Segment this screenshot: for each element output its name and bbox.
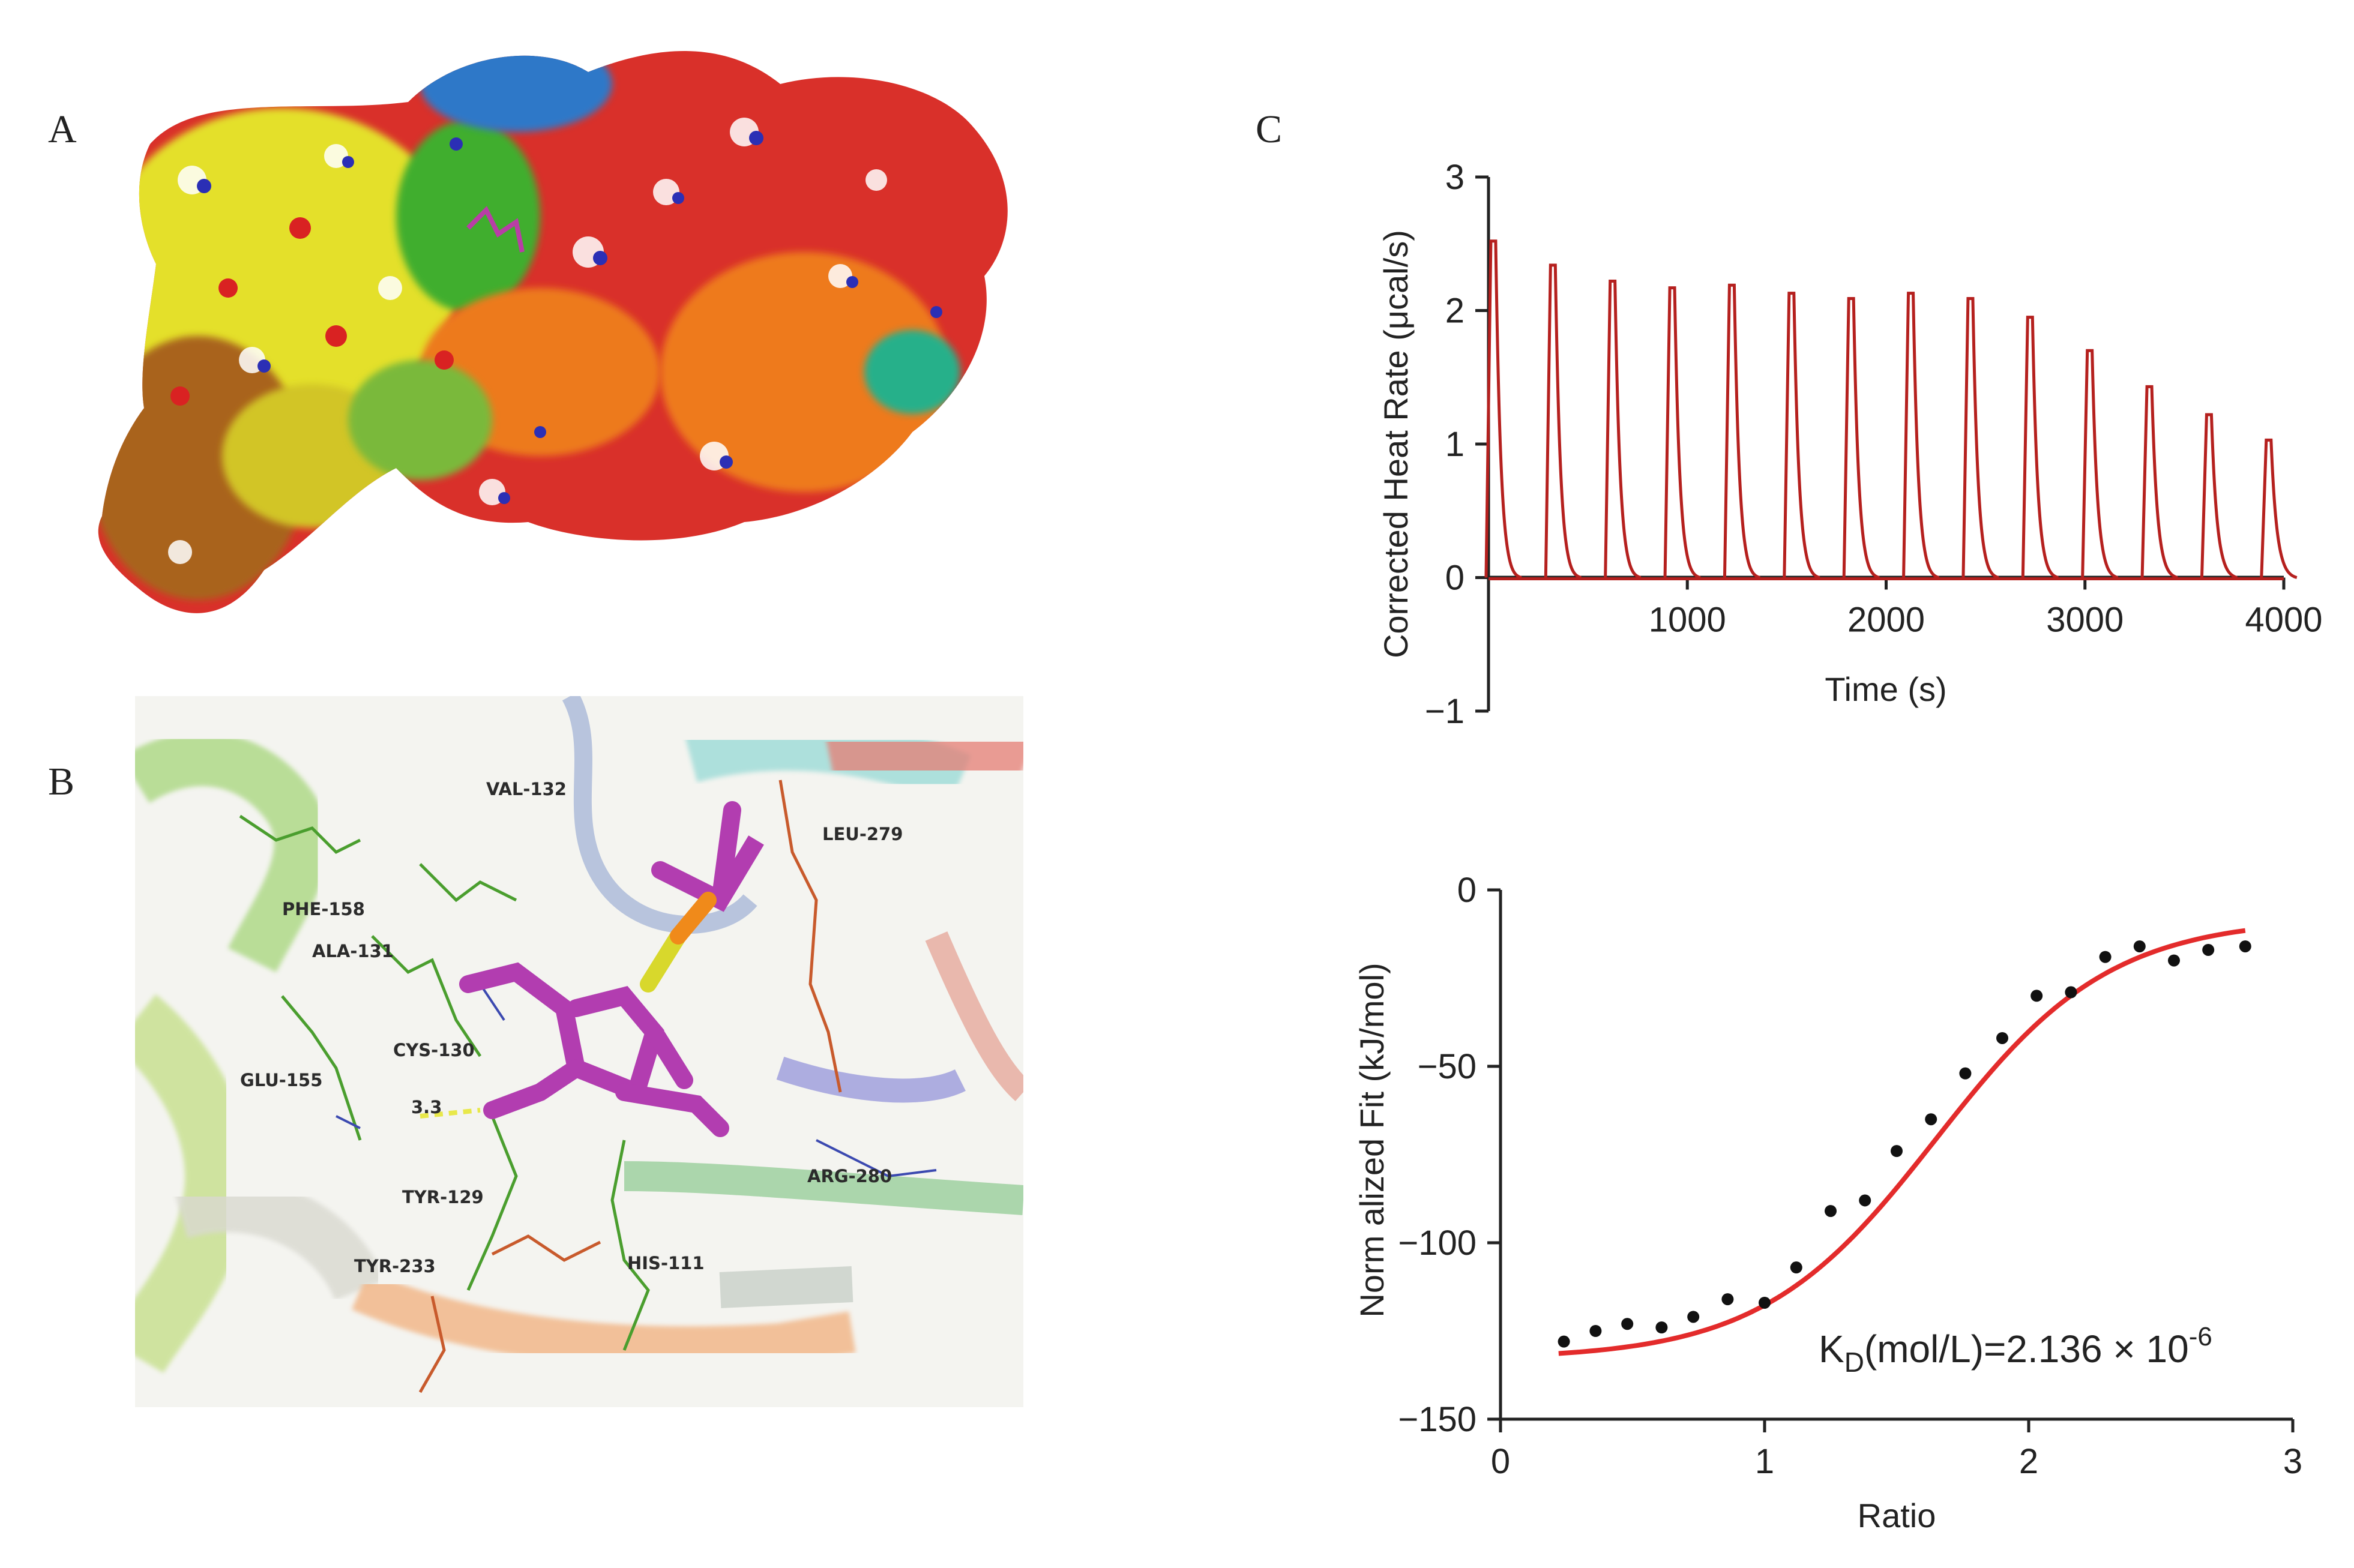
data-point	[1891, 1145, 1903, 1158]
data-point	[1589, 1325, 1602, 1337]
y-tick-label: 2	[1445, 292, 1464, 331]
injection-peak	[2081, 349, 2119, 579]
injection-peak	[2260, 438, 2298, 579]
y-axis-title: Corrected Heat Rate (μcal/s)	[1377, 230, 1415, 658]
heat-rate-chart: 3 2 1 0 −1 1000 2000 3000 4000 Corrected Heat R…	[1377, 158, 2323, 731]
x-tick-label: 3	[2283, 1442, 2302, 1481]
data-point	[1925, 1113, 1937, 1126]
panel-letter-c: C	[1256, 107, 1283, 151]
injection-peak	[1783, 292, 1820, 579]
data-point	[1959, 1067, 1972, 1080]
data-point	[1558, 1335, 1570, 1348]
injection-peak	[1723, 283, 1761, 579]
y-tick-label: 0	[1445, 559, 1464, 598]
x-tick-label: 1000	[1649, 601, 1726, 640]
panel-letter-a: A	[48, 107, 77, 151]
data-point	[1621, 1318, 1634, 1330]
kd-annotation: KD(mol/L)=2.136 × 10-6	[1819, 1322, 2212, 1378]
injection-peak	[2021, 316, 2059, 579]
data-point	[1655, 1321, 1668, 1334]
x-tick-label: 0	[1491, 1442, 1510, 1481]
injection-peak	[1663, 286, 1701, 579]
injection-peak	[1961, 296, 1999, 579]
kd-exponent: -6	[2189, 1322, 2212, 1351]
kd-subscript: D	[1844, 1347, 1864, 1378]
data-point	[1996, 1032, 2008, 1044]
fit-curve	[1558, 928, 2246, 1356]
data-point	[1790, 1261, 1802, 1274]
y-axis-title: Norm alized Fit (kJ/mol)	[1353, 963, 1391, 1317]
data-point	[2099, 951, 2112, 963]
injection-peak	[2140, 385, 2178, 579]
y-tick-label: −150	[1398, 1400, 1477, 1439]
x-tick-label: 4000	[2245, 601, 2322, 640]
x-tick-label: 2	[2019, 1442, 2038, 1481]
data-point	[2239, 940, 2251, 953]
kd-value: (mol/L)=2.136 × 10	[1864, 1327, 2189, 1371]
data-point	[2168, 954, 2180, 967]
injection-peak	[2200, 413, 2238, 579]
data-point	[2065, 986, 2077, 999]
x-tick-label: 3000	[2046, 601, 2124, 640]
y-tick-label: −50	[1418, 1047, 1477, 1086]
y-tick-label: 1	[1445, 425, 1464, 464]
injection-peak	[1902, 292, 1940, 579]
data-point	[1859, 1194, 1871, 1207]
injection-peak	[1842, 296, 1880, 579]
x-axis-title: Time (s)	[1825, 670, 1946, 708]
data-point	[1687, 1311, 1700, 1323]
data-point	[1825, 1205, 1837, 1218]
y-tick-label: 3	[1445, 158, 1464, 197]
x-axis-title: Ratio	[1858, 1497, 1936, 1534]
x-tick-label: 2000	[1847, 601, 1925, 640]
injection-peak	[1604, 280, 1642, 579]
x-tick-label: 1	[1755, 1442, 1774, 1481]
data-point	[2133, 940, 2146, 953]
data-point	[1721, 1293, 1734, 1306]
data-point	[2202, 943, 2215, 956]
y-tick-label: −100	[1398, 1224, 1477, 1263]
fit-chart: 0 −50 −100 −150 0 1 2 3 Norm alized Fit (kJ/mo…	[1353, 871, 2302, 1534]
y-tick-label: −1	[1425, 692, 1464, 731]
kd-symbol: K	[1819, 1327, 1844, 1371]
data-point	[1759, 1296, 1771, 1309]
panel-letter-b: B	[48, 760, 75, 804]
y-tick-label: 0	[1457, 871, 1477, 910]
injection-peak	[1484, 239, 1522, 579]
data-point	[2030, 990, 2043, 1002]
injection-peak	[1544, 263, 1582, 579]
